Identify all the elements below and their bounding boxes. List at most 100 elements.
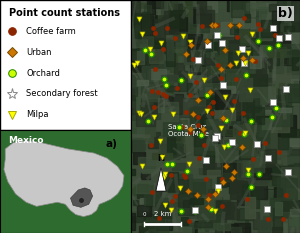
Point: [160, 47, 165, 51]
Bar: [211, 147, 226, 170]
Bar: [155, 11, 174, 22]
Point: [215, 185, 220, 189]
Bar: [135, 67, 151, 82]
Bar: [240, 30, 260, 45]
Point: [164, 83, 169, 87]
Bar: [272, 107, 292, 126]
Point: [202, 143, 206, 147]
Bar: [254, 70, 271, 81]
Bar: [194, 27, 210, 34]
Bar: [183, 98, 192, 116]
Text: Santa Cruz
Ocotal Mixe: Santa Cruz Ocotal Mixe: [168, 124, 209, 137]
Bar: [126, 213, 135, 230]
Bar: [262, 118, 280, 129]
Point: [237, 23, 242, 27]
Bar: [243, 178, 250, 188]
Bar: [204, 100, 210, 110]
Bar: [256, 34, 276, 53]
Bar: [185, 0, 191, 4]
Bar: [179, 188, 185, 193]
Point: [222, 145, 226, 148]
Point: [168, 173, 173, 177]
Bar: [189, 156, 207, 167]
Bar: [287, 84, 300, 101]
Bar: [195, 115, 202, 132]
Bar: [253, 110, 271, 134]
Bar: [137, 80, 148, 85]
Bar: [148, 132, 160, 147]
Bar: [235, 19, 255, 28]
Bar: [128, 3, 135, 25]
Bar: [149, 43, 155, 61]
Text: Coffee farm: Coffee farm: [26, 27, 76, 36]
Point: [163, 172, 167, 176]
Bar: [136, 113, 154, 126]
Bar: [137, 205, 151, 216]
Point: [187, 219, 191, 223]
Bar: [260, 3, 270, 18]
Bar: [139, 3, 152, 19]
Bar: [194, 55, 201, 61]
Bar: [274, 186, 282, 203]
Bar: [260, 142, 280, 159]
Bar: [289, 57, 300, 64]
Bar: [234, 223, 250, 233]
Bar: [163, 202, 183, 208]
Bar: [271, 151, 286, 164]
Point: [252, 59, 257, 63]
Bar: [188, 83, 197, 94]
Bar: [224, 100, 242, 118]
Point: [205, 206, 210, 209]
Bar: [227, 202, 233, 218]
Bar: [260, 152, 276, 163]
Bar: [236, 25, 249, 46]
Bar: [140, 82, 157, 101]
Bar: [181, 0, 188, 9]
Bar: [205, 137, 224, 157]
Bar: [268, 54, 277, 68]
Bar: [244, 159, 253, 174]
Point: [162, 77, 167, 81]
Bar: [167, 133, 182, 149]
Bar: [151, 187, 161, 205]
Point: [266, 156, 271, 160]
Bar: [155, 213, 175, 233]
Bar: [219, 110, 235, 120]
Bar: [220, 36, 232, 54]
Bar: [128, 75, 136, 87]
Bar: [273, 208, 282, 230]
Bar: [178, 23, 195, 29]
Bar: [190, 63, 205, 74]
Point: [255, 142, 260, 145]
Bar: [220, 40, 227, 62]
Point: [205, 40, 210, 43]
Bar: [204, 6, 211, 12]
Bar: [163, 102, 178, 121]
Bar: [289, 167, 300, 189]
Bar: [212, 52, 232, 63]
Bar: [141, 207, 154, 225]
Bar: [287, 55, 300, 74]
Bar: [146, 88, 159, 98]
Bar: [158, 98, 164, 112]
Bar: [222, 137, 242, 142]
Bar: [208, 189, 214, 197]
Bar: [168, 179, 188, 192]
Text: Orchard: Orchard: [26, 69, 60, 78]
Bar: [176, 4, 185, 10]
Point: [213, 193, 218, 196]
Bar: [190, 107, 205, 128]
Bar: [258, 220, 270, 233]
Bar: [131, 121, 144, 139]
Point: [160, 173, 165, 177]
Point: [276, 36, 281, 39]
Bar: [129, 17, 144, 37]
Point: [196, 58, 201, 62]
Bar: [190, 99, 206, 113]
Bar: [172, 164, 185, 170]
Bar: [181, 217, 188, 225]
Bar: [273, 58, 292, 65]
Bar: [151, 61, 169, 69]
Bar: [167, 182, 181, 190]
Bar: [232, 160, 253, 173]
